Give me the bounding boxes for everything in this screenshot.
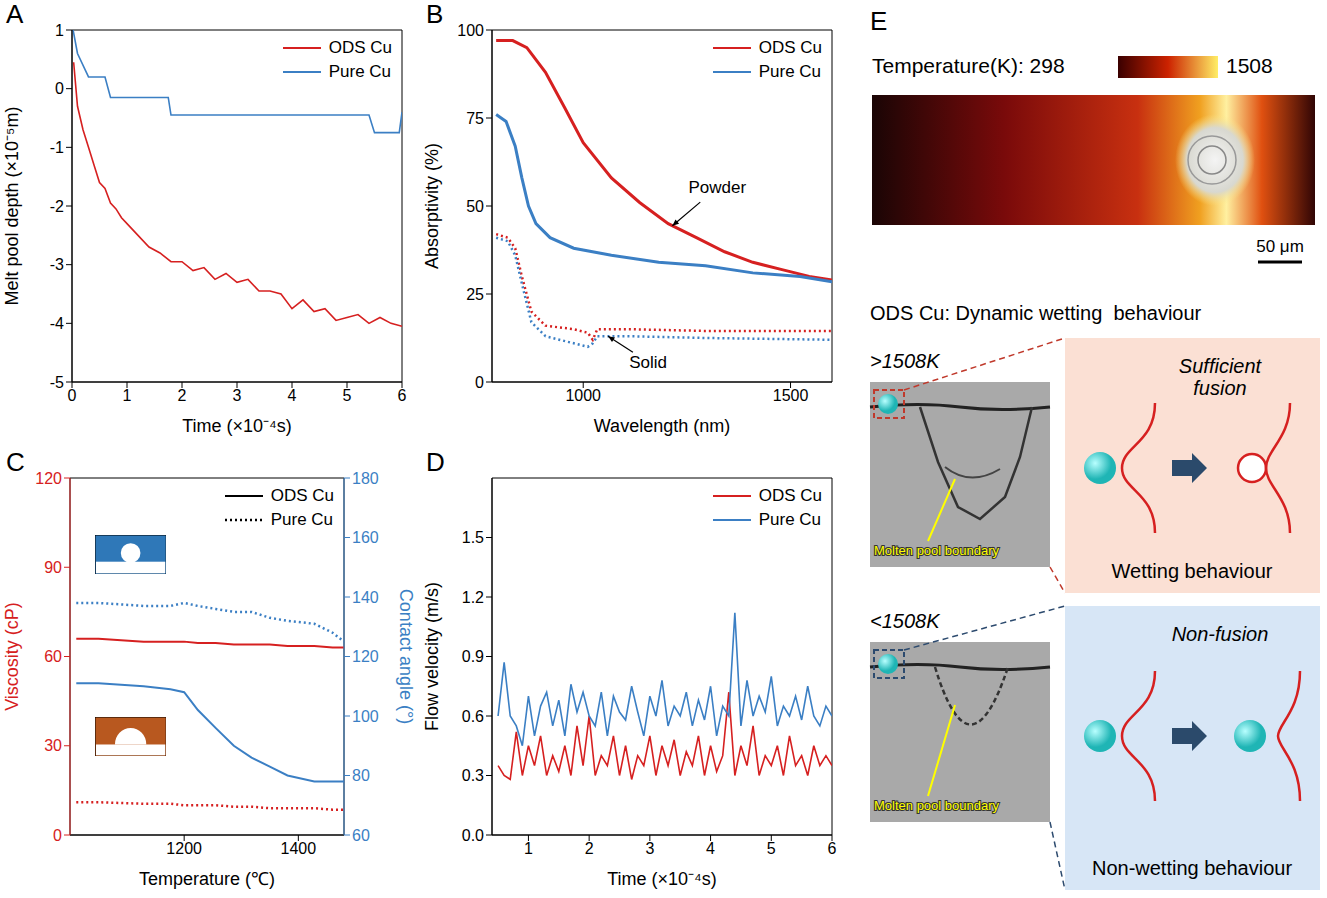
svg-text:3: 3 [233,387,242,404]
svg-text:180: 180 [352,470,379,487]
svg-text:Sufficient: Sufficient [1179,355,1263,377]
svg-text:6: 6 [398,387,407,404]
html-text:ODS Cu: ODS Cu [328,38,392,57]
svg-text:30: 30 [44,737,62,754]
svg-text:1400: 1400 [281,840,317,857]
svg-text:60: 60 [352,827,370,844]
svg-text:25: 25 [466,286,484,303]
svg-text:50 μm: 50 μm [1256,237,1304,256]
svg-text:100: 100 [457,22,484,39]
svg-text:120: 120 [35,470,62,487]
svg-text:2: 2 [178,387,187,404]
svg-text:Wavelength (nm): Wavelength (nm) [594,416,730,436]
html-text:C: C [6,447,25,477]
html-text:ODS Cu: ODS Cu [270,486,334,505]
svg-text:Temperature(K): 298: Temperature(K): 298 [872,54,1065,77]
svg-text:Viscosity (cP): Viscosity (cP) [2,602,22,711]
svg-text:140: 140 [352,589,379,606]
svg-text:Solid: Solid [629,353,667,372]
html-text:Pure Cu: Pure Cu [328,62,392,81]
html-text:Pure Cu: Pure Cu [758,62,822,81]
svg-text:ODS Cu: Dynamic wetting behav: ODS Cu: Dynamic wetting behaviour [870,302,1202,324]
svg-text:>1508K: >1508K [870,350,941,372]
html-text:Pure Cu: Pure Cu [758,510,822,529]
svg-text:-4: -4 [50,315,64,332]
svg-text:Absorptivity (%): Absorptivity (%) [422,143,442,269]
svg-text:90: 90 [44,559,62,576]
svg-text:Molten pool boundary: Molten pool boundary [874,798,1000,813]
svg-text:5: 5 [343,387,352,404]
svg-text:60: 60 [44,648,62,665]
svg-text:1508: 1508 [1226,54,1273,77]
svg-text:1.2: 1.2 [462,589,484,606]
svg-text:75: 75 [466,110,484,127]
svg-text:Wetting behaviour: Wetting behaviour [1112,560,1273,582]
svg-text:2: 2 [585,840,594,857]
svg-text:50: 50 [466,198,484,215]
svg-text:Melt pool depth (×10⁻⁵m): Melt pool depth (×10⁻⁵m) [2,106,22,305]
svg-text:0: 0 [475,374,484,391]
svg-text:100: 100 [352,708,379,725]
svg-text:4: 4 [288,387,297,404]
svg-text:1000: 1000 [565,387,601,404]
svg-text:1: 1 [524,840,533,857]
svg-text:Contact angle (°): Contact angle (°) [396,589,416,724]
svg-text:-5: -5 [50,374,64,391]
svg-text:Powder: Powder [689,178,747,197]
svg-text:1: 1 [123,387,132,404]
svg-text:120: 120 [352,648,379,665]
svg-text:0: 0 [68,387,77,404]
svg-text:160: 160 [352,529,379,546]
html-text:A: A [6,0,24,29]
svg-text:Time (×10⁻⁴s): Time (×10⁻⁴s) [182,416,292,436]
svg-text:6: 6 [828,840,837,857]
svg-text:4: 4 [706,840,715,857]
svg-text:1200: 1200 [166,840,202,857]
svg-text:E: E [870,6,887,36]
svg-text:1500: 1500 [773,387,809,404]
svg-text:0.3: 0.3 [462,767,484,784]
svg-text:Temperature (℃): Temperature (℃) [139,869,275,889]
svg-text:-1: -1 [50,139,64,156]
svg-text:3: 3 [645,840,654,857]
svg-text:1.5: 1.5 [462,529,484,546]
html-text:ODS Cu: ODS Cu [758,38,822,57]
svg-text:0.9: 0.9 [462,648,484,665]
svg-text:Non-wetting behaviour: Non-wetting behaviour [1092,857,1292,879]
svg-text:0: 0 [53,827,62,844]
html-text:D: D [426,447,445,477]
svg-text:Molten pool boundary: Molten pool boundary [874,543,1000,558]
svg-text:-3: -3 [50,256,64,273]
svg-text:Flow velocity (m/s): Flow velocity (m/s) [422,582,442,731]
svg-text:Non-fusion: Non-fusion [1172,623,1269,645]
svg-text:0.0: 0.0 [462,827,484,844]
svg-text:80: 80 [352,767,370,784]
svg-text:fusion: fusion [1193,377,1246,399]
html-text:Pure Cu: Pure Cu [270,510,334,529]
html-text:ODS Cu: ODS Cu [758,486,822,505]
html-text:B: B [426,0,444,29]
svg-text:5: 5 [767,840,776,857]
svg-text:<1508K: <1508K [870,610,941,632]
svg-text:0: 0 [55,80,64,97]
svg-text:1: 1 [55,22,64,39]
svg-text:-2: -2 [50,198,64,215]
svg-text:0.6: 0.6 [462,708,484,725]
svg-text:Time (×10⁻⁴s): Time (×10⁻⁴s) [607,869,717,889]
